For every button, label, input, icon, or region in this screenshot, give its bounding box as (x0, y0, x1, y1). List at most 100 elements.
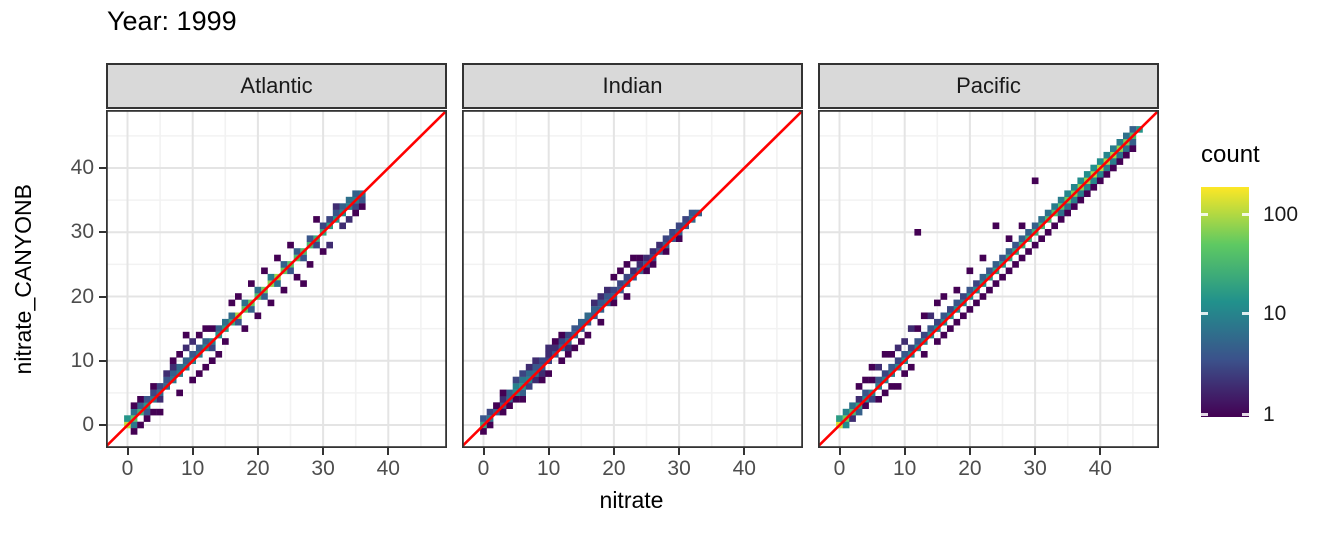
x-tick-label: 20 (602, 457, 626, 480)
bin-cell (907, 325, 915, 332)
bin-cell (176, 351, 183, 358)
legend-tick-label: 100 (1263, 202, 1299, 226)
bin-cell (1116, 151, 1124, 159)
bin-cell (966, 267, 974, 275)
bin-cell (280, 261, 288, 268)
bin-cell (143, 415, 151, 422)
bin-cell (888, 363, 895, 371)
bin-cell (1051, 222, 1058, 230)
bin-cell (163, 376, 170, 384)
bin-cell (130, 421, 138, 429)
bin-cell (901, 370, 908, 377)
bin-cell (486, 408, 494, 416)
bin-cell (339, 222, 346, 230)
bin-cell (979, 254, 987, 262)
bin-cell (195, 370, 203, 377)
bin-cell (1038, 235, 1045, 242)
bin-cell (920, 331, 928, 339)
bin-cell (630, 254, 637, 262)
bin-cell (1116, 158, 1124, 165)
bin-cell (235, 293, 242, 300)
bin-cell (1090, 184, 1098, 191)
bin-cell (208, 325, 216, 332)
bin-cell (137, 402, 144, 409)
bin-cell (130, 428, 138, 435)
x-tick-label: 30 (311, 457, 335, 480)
bin-cell (1070, 203, 1078, 210)
facet-strip-label: Pacific (956, 73, 1021, 98)
bin-cell (182, 344, 190, 352)
bin-cell (1110, 164, 1117, 172)
bin-cell (241, 325, 249, 332)
bin-cell (189, 338, 196, 345)
bin-cell (849, 415, 856, 422)
bin-cell (130, 408, 138, 416)
bin-cell (881, 351, 889, 358)
bin-cell (215, 351, 223, 358)
bin-cell (222, 338, 229, 345)
bin-cell (156, 396, 164, 403)
legend-tick-label: 10 (1263, 301, 1287, 325)
bin-cell (862, 376, 869, 384)
bin-cell (1057, 196, 1065, 204)
bin-cell (195, 344, 203, 352)
bin-cell (480, 428, 487, 435)
bin-cell (326, 241, 333, 249)
bin-cell (643, 254, 650, 262)
bin-cell (610, 286, 618, 294)
bin-cell (1012, 241, 1019, 249)
bin-cell (150, 408, 157, 416)
bin-cell (189, 351, 196, 358)
bin-cell (901, 351, 908, 358)
bin-cell (137, 421, 144, 429)
bin-cell (1064, 203, 1071, 210)
bin-cell (182, 357, 190, 364)
bin-cell (999, 254, 1006, 262)
bin-cell (992, 261, 1000, 268)
x-tick (387, 448, 390, 455)
bin-cell (300, 254, 307, 262)
facet-strip: Indian (462, 63, 803, 109)
bin-cell (636, 254, 644, 262)
bin-cell (532, 363, 539, 371)
bin-cell (610, 273, 618, 281)
bin-cell (862, 402, 869, 409)
bin-cell (551, 338, 559, 345)
bin-cell (1090, 177, 1098, 185)
bin-cell (1070, 196, 1078, 204)
x-tick (191, 448, 194, 455)
bin-cell (617, 280, 624, 287)
bin-cell (973, 280, 980, 287)
bin-cell (293, 248, 301, 255)
x-axis-title: nitrate (599, 487, 664, 513)
bin-cell (907, 363, 915, 371)
bin-cell (512, 376, 520, 384)
x-tick-label: 40 (376, 457, 400, 480)
bin-cell (662, 235, 670, 242)
bin-cell (578, 318, 585, 326)
x-tick-label: 20 (958, 457, 982, 480)
colorbar-tick (1242, 312, 1249, 315)
bin-cell (248, 306, 255, 313)
bin-cell (1096, 177, 1104, 185)
bin-cell (182, 331, 190, 339)
facet-pacific: Pacific 0 10 20 30 40 (818, 63, 1159, 483)
bin-cell (480, 415, 487, 422)
bin-cell (649, 248, 657, 255)
bin-cell (261, 267, 268, 275)
bin-cell (979, 293, 987, 300)
bin-cell (499, 408, 507, 416)
bin-cell (519, 396, 526, 403)
bin-cell (130, 402, 138, 409)
bin-cell (248, 280, 255, 287)
y-tick-label: 40 (70, 156, 94, 179)
bin-cell (1064, 209, 1071, 217)
bin-cell (842, 421, 850, 429)
bin-cell (1083, 171, 1091, 178)
bin-cell (1044, 209, 1052, 217)
bin-cell (358, 203, 366, 210)
bin-cell (202, 363, 210, 371)
bin-cell (143, 396, 151, 403)
bin-cell (1103, 164, 1111, 172)
